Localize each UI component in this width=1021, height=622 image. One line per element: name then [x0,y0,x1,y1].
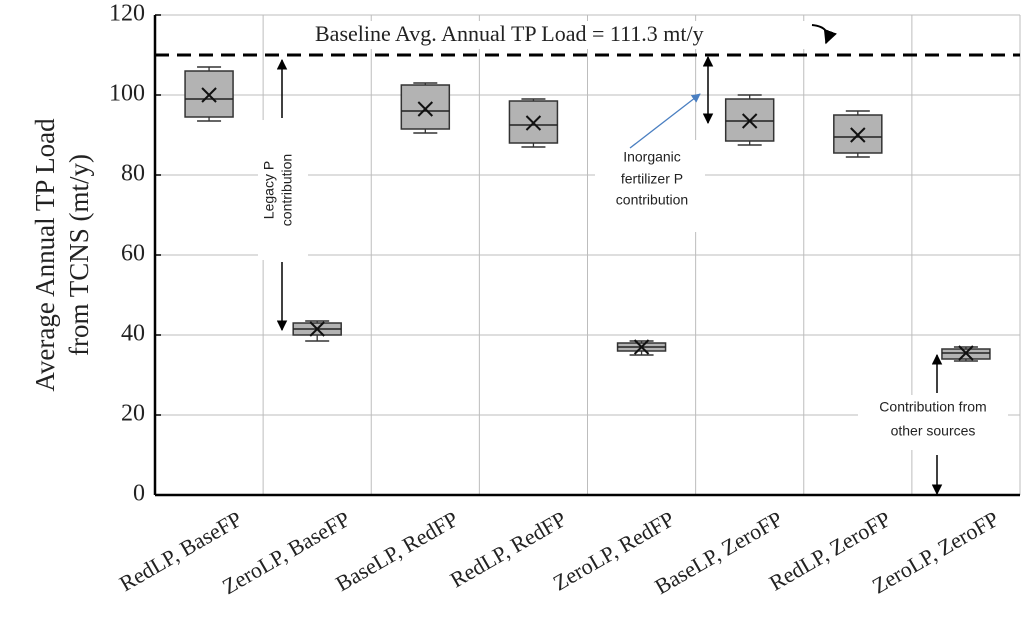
mean-marker [850,127,866,143]
annotation: contribution [279,154,295,226]
annotation: Inorganic [623,149,681,165]
annotation: Legacy P [261,161,277,219]
annotation: fertilizer P [621,171,683,187]
annotation: contribution [616,192,688,208]
mean-marker [417,101,434,117]
y-tick-label: 0 [133,481,145,507]
mean-marker [741,113,758,129]
label-bg [258,120,308,260]
y-tick-label: 120 [109,1,145,27]
baseline-pointer [811,24,837,45]
annotation: Contribution from [879,399,986,415]
label-bg [310,21,810,49]
mean-marker [958,345,974,361]
y-tick-label: 40 [121,321,145,347]
marks [155,53,1020,362]
x-tick-label: BaseLP, RedFP [331,506,462,596]
mean-marker [525,115,542,131]
mean-marker [633,339,650,355]
box [508,100,559,144]
label-bg [595,140,705,232]
label-bg [858,395,1008,450]
y-tick-label: 80 [121,161,145,187]
annotations: Legacy P contribution Inorganic fertiliz… [258,55,1008,496]
box [400,84,451,130]
baseline-label: Baseline Avg. Annual TP Load = 111.3 mt/… [315,21,704,46]
fertilizer-pointer [629,93,701,149]
y-axis-label: Average Annual TP Load [30,118,60,392]
annotation: other sources [891,423,976,439]
mean-marker [201,87,217,103]
mean-marker [309,321,325,337]
y-tick-label: 20 [121,401,145,427]
y-axis-label: from TCNS (mt/y) [64,154,94,356]
y-tick-label: 60 [121,241,145,267]
y-tick-label: 100 [109,81,145,107]
